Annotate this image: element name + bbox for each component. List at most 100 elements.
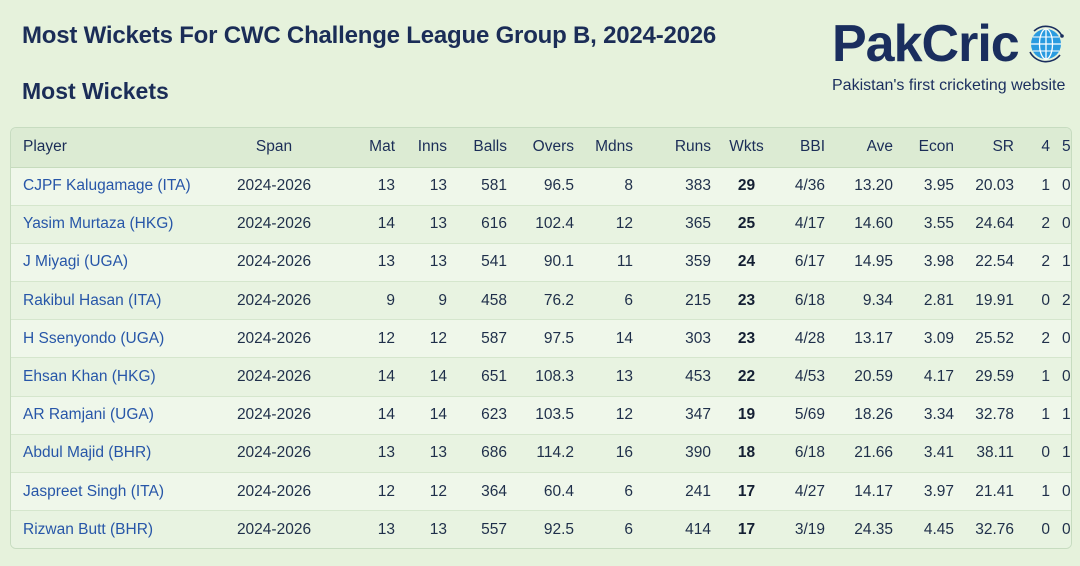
cell-5w: 0 <box>1056 205 1071 244</box>
cell-overs: 96.5 <box>513 167 580 206</box>
page-title: Most Wickets For CWC Challenge League Gr… <box>22 22 717 49</box>
table-body: CJPF Kalugamage (ITA) 2024-2026 13 13 581 96.… <box>11 167 1071 548</box>
cell-span: 2024-2026 <box>215 167 333 206</box>
table-row: Yasim Murtaza (HKG) 2024-2026 14 13 616 102.4… <box>11 205 1071 244</box>
cell-sr: 29.59 <box>960 357 1020 397</box>
cell-span: 2024-2026 <box>215 205 333 244</box>
cell-overs: 97.5 <box>513 319 580 359</box>
cell-span: 2024-2026 <box>215 510 333 548</box>
col-header-overs[interactable]: Overs <box>513 128 580 168</box>
cell-mat: 12 <box>333 472 401 512</box>
table-row: H Ssenyondo (UGA) 2024-2026 12 12 587 97.5 14 3… <box>11 319 1071 359</box>
cell-bbi: 6/18 <box>776 281 831 321</box>
cell-mdns: 16 <box>580 434 639 474</box>
col-header-span[interactable]: Span <box>215 128 333 168</box>
cell-span: 2024-2026 <box>215 434 333 474</box>
cell-4w: 2 <box>1020 205 1056 244</box>
col-header-ave[interactable]: Ave <box>831 128 899 168</box>
cell-4w: 2 <box>1020 319 1056 359</box>
cell-inns: 13 <box>401 243 453 283</box>
cell-econ: 4.17 <box>899 357 960 397</box>
cell-inns: 12 <box>401 319 453 359</box>
col-header-wkts[interactable]: Wkts <box>717 128 776 168</box>
player-link[interactable]: Abdul Majid (BHR) <box>11 434 215 474</box>
cell-mdns: 8 <box>580 167 639 206</box>
section-title: Most Wickets <box>22 78 169 104</box>
cell-overs: 108.3 <box>513 357 580 397</box>
cell-ave: 9.34 <box>831 281 899 321</box>
cell-mdns: 14 <box>580 319 639 359</box>
cell-bbi: 4/17 <box>776 205 831 244</box>
cell-4w: 0 <box>1020 281 1056 321</box>
cell-bbi: 3/19 <box>776 510 831 548</box>
player-link[interactable]: H Ssenyondo (UGA) <box>11 319 215 359</box>
col-header-sr[interactable]: SR <box>960 128 1020 168</box>
player-link[interactable]: CJPF Kalugamage (ITA) <box>11 167 215 206</box>
cell-span: 2024-2026 <box>215 357 333 397</box>
cell-runs: 241 <box>639 472 717 512</box>
col-header-bbi[interactable]: BBI <box>776 128 831 168</box>
globe-icon <box>1029 25 1064 63</box>
cell-5w: 2 <box>1056 281 1071 321</box>
cell-balls: 616 <box>453 205 513 244</box>
col-header-5w[interactable]: 5 <box>1056 128 1071 168</box>
player-link[interactable]: Rizwan Butt (BHR) <box>11 510 215 548</box>
brand-logo[interactable]: PakCric Pakistan's first cricketing webs… <box>828 10 1073 100</box>
cell-econ: 3.95 <box>899 167 960 206</box>
cell-runs: 383 <box>639 167 717 206</box>
cell-econ: 3.98 <box>899 243 960 283</box>
cell-4w: 1 <box>1020 396 1056 435</box>
player-link[interactable]: J Miyagi (UGA) <box>11 243 215 283</box>
cell-runs: 215 <box>639 281 717 321</box>
cell-econ: 2.81 <box>899 281 960 321</box>
table-row: Ehsan Khan (HKG) 2024-2026 14 14 651 108.3 13 4… <box>11 357 1071 397</box>
col-header-econ[interactable]: Econ <box>899 128 960 168</box>
table-row: Rakibul Hasan (ITA) 2024-2026 9 9 458 76.2 6 21… <box>11 281 1071 321</box>
table-row: Abdul Majid (BHR) 2024-2026 13 13 686 114.2 16… <box>11 434 1071 474</box>
cell-inns: 14 <box>401 396 453 435</box>
cell-bbi: 4/53 <box>776 357 831 397</box>
cell-balls: 587 <box>453 319 513 359</box>
col-header-mat[interactable]: Mat <box>333 128 401 168</box>
cell-4w: 2 <box>1020 243 1056 283</box>
cell-wkts: 19 <box>717 396 776 435</box>
player-link[interactable]: Yasim Murtaza (HKG) <box>11 205 215 244</box>
cell-inns: 14 <box>401 357 453 397</box>
cell-mat: 13 <box>333 243 401 283</box>
cell-ave: 13.17 <box>831 319 899 359</box>
cell-ave: 20.59 <box>831 357 899 397</box>
col-header-4w[interactable]: 4 <box>1020 128 1056 168</box>
cell-bbi: 4/36 <box>776 167 831 206</box>
cell-sr: 38.11 <box>960 434 1020 474</box>
cell-mdns: 6 <box>580 472 639 512</box>
cell-mdns: 13 <box>580 357 639 397</box>
col-header-player[interactable]: Player <box>11 128 215 168</box>
brand-tagline: Pakistan's first cricketing website <box>832 77 1066 94</box>
cell-sr: 32.76 <box>960 510 1020 548</box>
cell-sr: 21.41 <box>960 472 1020 512</box>
table-row: J Miyagi (UGA) 2024-2026 13 13 541 90.1 11 359 2… <box>11 243 1071 283</box>
cell-econ: 3.97 <box>899 472 960 512</box>
cell-ave: 14.95 <box>831 243 899 283</box>
cell-runs: 453 <box>639 357 717 397</box>
cell-5w: 0 <box>1056 167 1071 206</box>
col-header-runs[interactable]: Runs <box>639 128 717 168</box>
cell-econ: 3.41 <box>899 434 960 474</box>
cell-wkts: 29 <box>717 167 776 206</box>
col-header-inns[interactable]: Inns <box>401 128 453 168</box>
cell-runs: 359 <box>639 243 717 283</box>
player-link[interactable]: Ehsan Khan (HKG) <box>11 357 215 397</box>
cell-bbi: 4/28 <box>776 319 831 359</box>
cell-span: 2024-2026 <box>215 396 333 435</box>
col-header-balls[interactable]: Balls <box>453 128 513 168</box>
cell-5w: 0 <box>1056 319 1071 359</box>
cell-bbi: 4/27 <box>776 472 831 512</box>
cell-4w: 1 <box>1020 472 1056 512</box>
col-header-mdns[interactable]: Mdns <box>580 128 639 168</box>
player-link[interactable]: AR Ramjani (UGA) <box>11 396 215 435</box>
cell-wkts: 23 <box>717 281 776 321</box>
cell-mdns: 12 <box>580 396 639 435</box>
cell-wkts: 17 <box>717 510 776 548</box>
player-link[interactable]: Jaspreet Singh (ITA) <box>11 472 215 512</box>
player-link[interactable]: Rakibul Hasan (ITA) <box>11 281 215 321</box>
